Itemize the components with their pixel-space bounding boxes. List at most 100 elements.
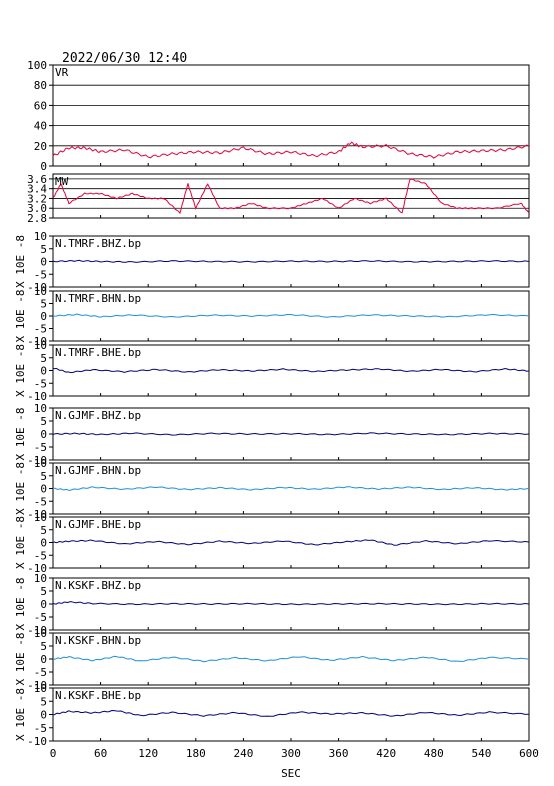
x-tick-label: 420 xyxy=(376,747,396,760)
series-line xyxy=(52,539,530,546)
y-tick-label: -10 xyxy=(27,679,47,692)
y-tick-label: 100 xyxy=(27,59,47,72)
y-tick-label: 5 xyxy=(40,243,47,256)
panel-title: N.TMRF.BHE.bp xyxy=(55,346,141,359)
y-tick-label: 5 xyxy=(40,415,47,428)
y-tick-label: 10 xyxy=(34,339,47,352)
y-tick-label: -10 xyxy=(27,562,47,575)
y-tick-label: 10 xyxy=(34,402,47,415)
y-tick-label: -5 xyxy=(34,268,47,281)
y-tick-label: 80 xyxy=(34,79,47,92)
y-tick-label: 0 xyxy=(40,160,47,173)
series-line xyxy=(52,432,530,436)
y-tick-label: -5 xyxy=(34,441,47,454)
y-tick-label: 5 xyxy=(40,298,47,311)
y-tick-label: 5 xyxy=(40,695,47,708)
y-tick-label: 0 xyxy=(40,256,47,269)
y-tick-label: 10 xyxy=(34,230,47,243)
y-tick-label: 10 xyxy=(34,682,47,695)
y-tick-label: 5 xyxy=(40,524,47,537)
y-tick-label: 2.8 xyxy=(27,212,47,225)
y-tick-label: -5 xyxy=(34,323,47,336)
x-tick-label: 540 xyxy=(471,747,491,760)
y-tick-label: 0 xyxy=(40,598,47,611)
y-axis-label: X 10E -8 xyxy=(14,290,27,343)
y-tick-label: 5 xyxy=(40,470,47,483)
y-tick-label: -10 xyxy=(27,624,47,637)
series-line xyxy=(52,141,530,159)
series-line xyxy=(52,178,530,215)
y-tick-label: 40 xyxy=(34,120,47,133)
y-tick-label: 10 xyxy=(34,457,47,470)
series-line xyxy=(52,601,530,606)
panel-title: N.GJMF.BHZ.bp xyxy=(55,409,141,422)
y-tick-label: -5 xyxy=(34,722,47,735)
series-line xyxy=(52,486,530,492)
y-axis-label: X 10E -8 xyxy=(14,462,27,515)
y-tick-label: 0 xyxy=(40,537,47,550)
panel-title: N.GJMF.BHN.bp xyxy=(55,464,141,477)
y-tick-label: 0 xyxy=(40,709,47,722)
datetime-header: 2022/06/30 12:40 xyxy=(62,51,187,66)
y-tick-label: 3.2 xyxy=(27,192,47,205)
panel-title: MW xyxy=(55,175,69,188)
y-tick-label: -10 xyxy=(27,735,47,748)
x-tick-label: 600 xyxy=(519,747,539,760)
y-axis-label: X 10E -8 xyxy=(14,688,27,741)
y-tick-label: 0 xyxy=(40,365,47,378)
x-tick-label: 60 xyxy=(94,747,107,760)
x-tick-label: 0 xyxy=(50,747,57,760)
x-axis-label: SEC xyxy=(281,767,301,780)
x-tick-label: 240 xyxy=(233,747,253,760)
y-tick-label: -5 xyxy=(34,377,47,390)
y-tick-label: 0 xyxy=(40,310,47,323)
series-line xyxy=(52,655,530,663)
y-axis-label: X 10E -8 xyxy=(14,408,27,461)
panel-title: VR xyxy=(55,66,69,79)
series-line xyxy=(52,259,530,263)
y-tick-label: 0 xyxy=(40,653,47,666)
y-axis-label: X 10E -8 xyxy=(14,516,27,569)
y-tick-label: -10 xyxy=(27,508,47,521)
y-axis-label: X 10E -8 xyxy=(14,235,27,288)
y-axis-label: X 10E -8 xyxy=(14,633,27,686)
y-axis-label: X 10E -8 xyxy=(14,344,27,397)
y-tick-label: 10 xyxy=(34,511,47,524)
y-tick-label: 3.6 xyxy=(27,173,47,186)
y-tick-label: 5 xyxy=(40,640,47,653)
x-tick-label: 180 xyxy=(186,747,206,760)
y-tick-label: 20 xyxy=(34,140,47,153)
y-tick-label: 3.0 xyxy=(27,202,47,215)
x-tick-label: 120 xyxy=(138,747,158,760)
y-axis-label: X 10E -8 xyxy=(14,578,27,631)
y-tick-label: -5 xyxy=(34,495,47,508)
series-line xyxy=(52,367,530,374)
panel-title: N.TMRF.BHN.bp xyxy=(55,292,141,305)
y-tick-label: -10 xyxy=(27,390,47,403)
y-tick-label: -10 xyxy=(27,454,47,467)
x-tick-label: 480 xyxy=(424,747,444,760)
y-tick-label: -10 xyxy=(27,335,47,348)
panel-title: N.GJMF.BHE.bp xyxy=(55,518,141,531)
y-tick-label: 10 xyxy=(34,572,47,585)
y-tick-label: 10 xyxy=(34,285,47,298)
y-tick-label: -10 xyxy=(27,281,47,294)
y-tick-label: 3.4 xyxy=(27,183,47,196)
panel-title: N.TMRF.BHZ.bp xyxy=(55,237,141,250)
panel-title: N.KSKF.BHE.bp xyxy=(55,689,141,702)
y-tick-label: -5 xyxy=(34,549,47,562)
y-tick-label: 0 xyxy=(40,428,47,441)
y-tick-label: 10 xyxy=(34,627,47,640)
series-line xyxy=(52,313,530,318)
y-tick-label: -5 xyxy=(34,666,47,679)
y-tick-label: -5 xyxy=(34,611,47,624)
panel-title: N.KSKF.BHZ.bp xyxy=(55,579,141,592)
y-tick-label: 5 xyxy=(40,585,47,598)
y-tick-label: 5 xyxy=(40,352,47,365)
x-tick-label: 360 xyxy=(329,747,349,760)
x-tick-label: 300 xyxy=(281,747,301,760)
y-tick-label: 60 xyxy=(34,99,47,112)
y-tick-label: 0 xyxy=(40,483,47,496)
series-line xyxy=(52,709,530,717)
